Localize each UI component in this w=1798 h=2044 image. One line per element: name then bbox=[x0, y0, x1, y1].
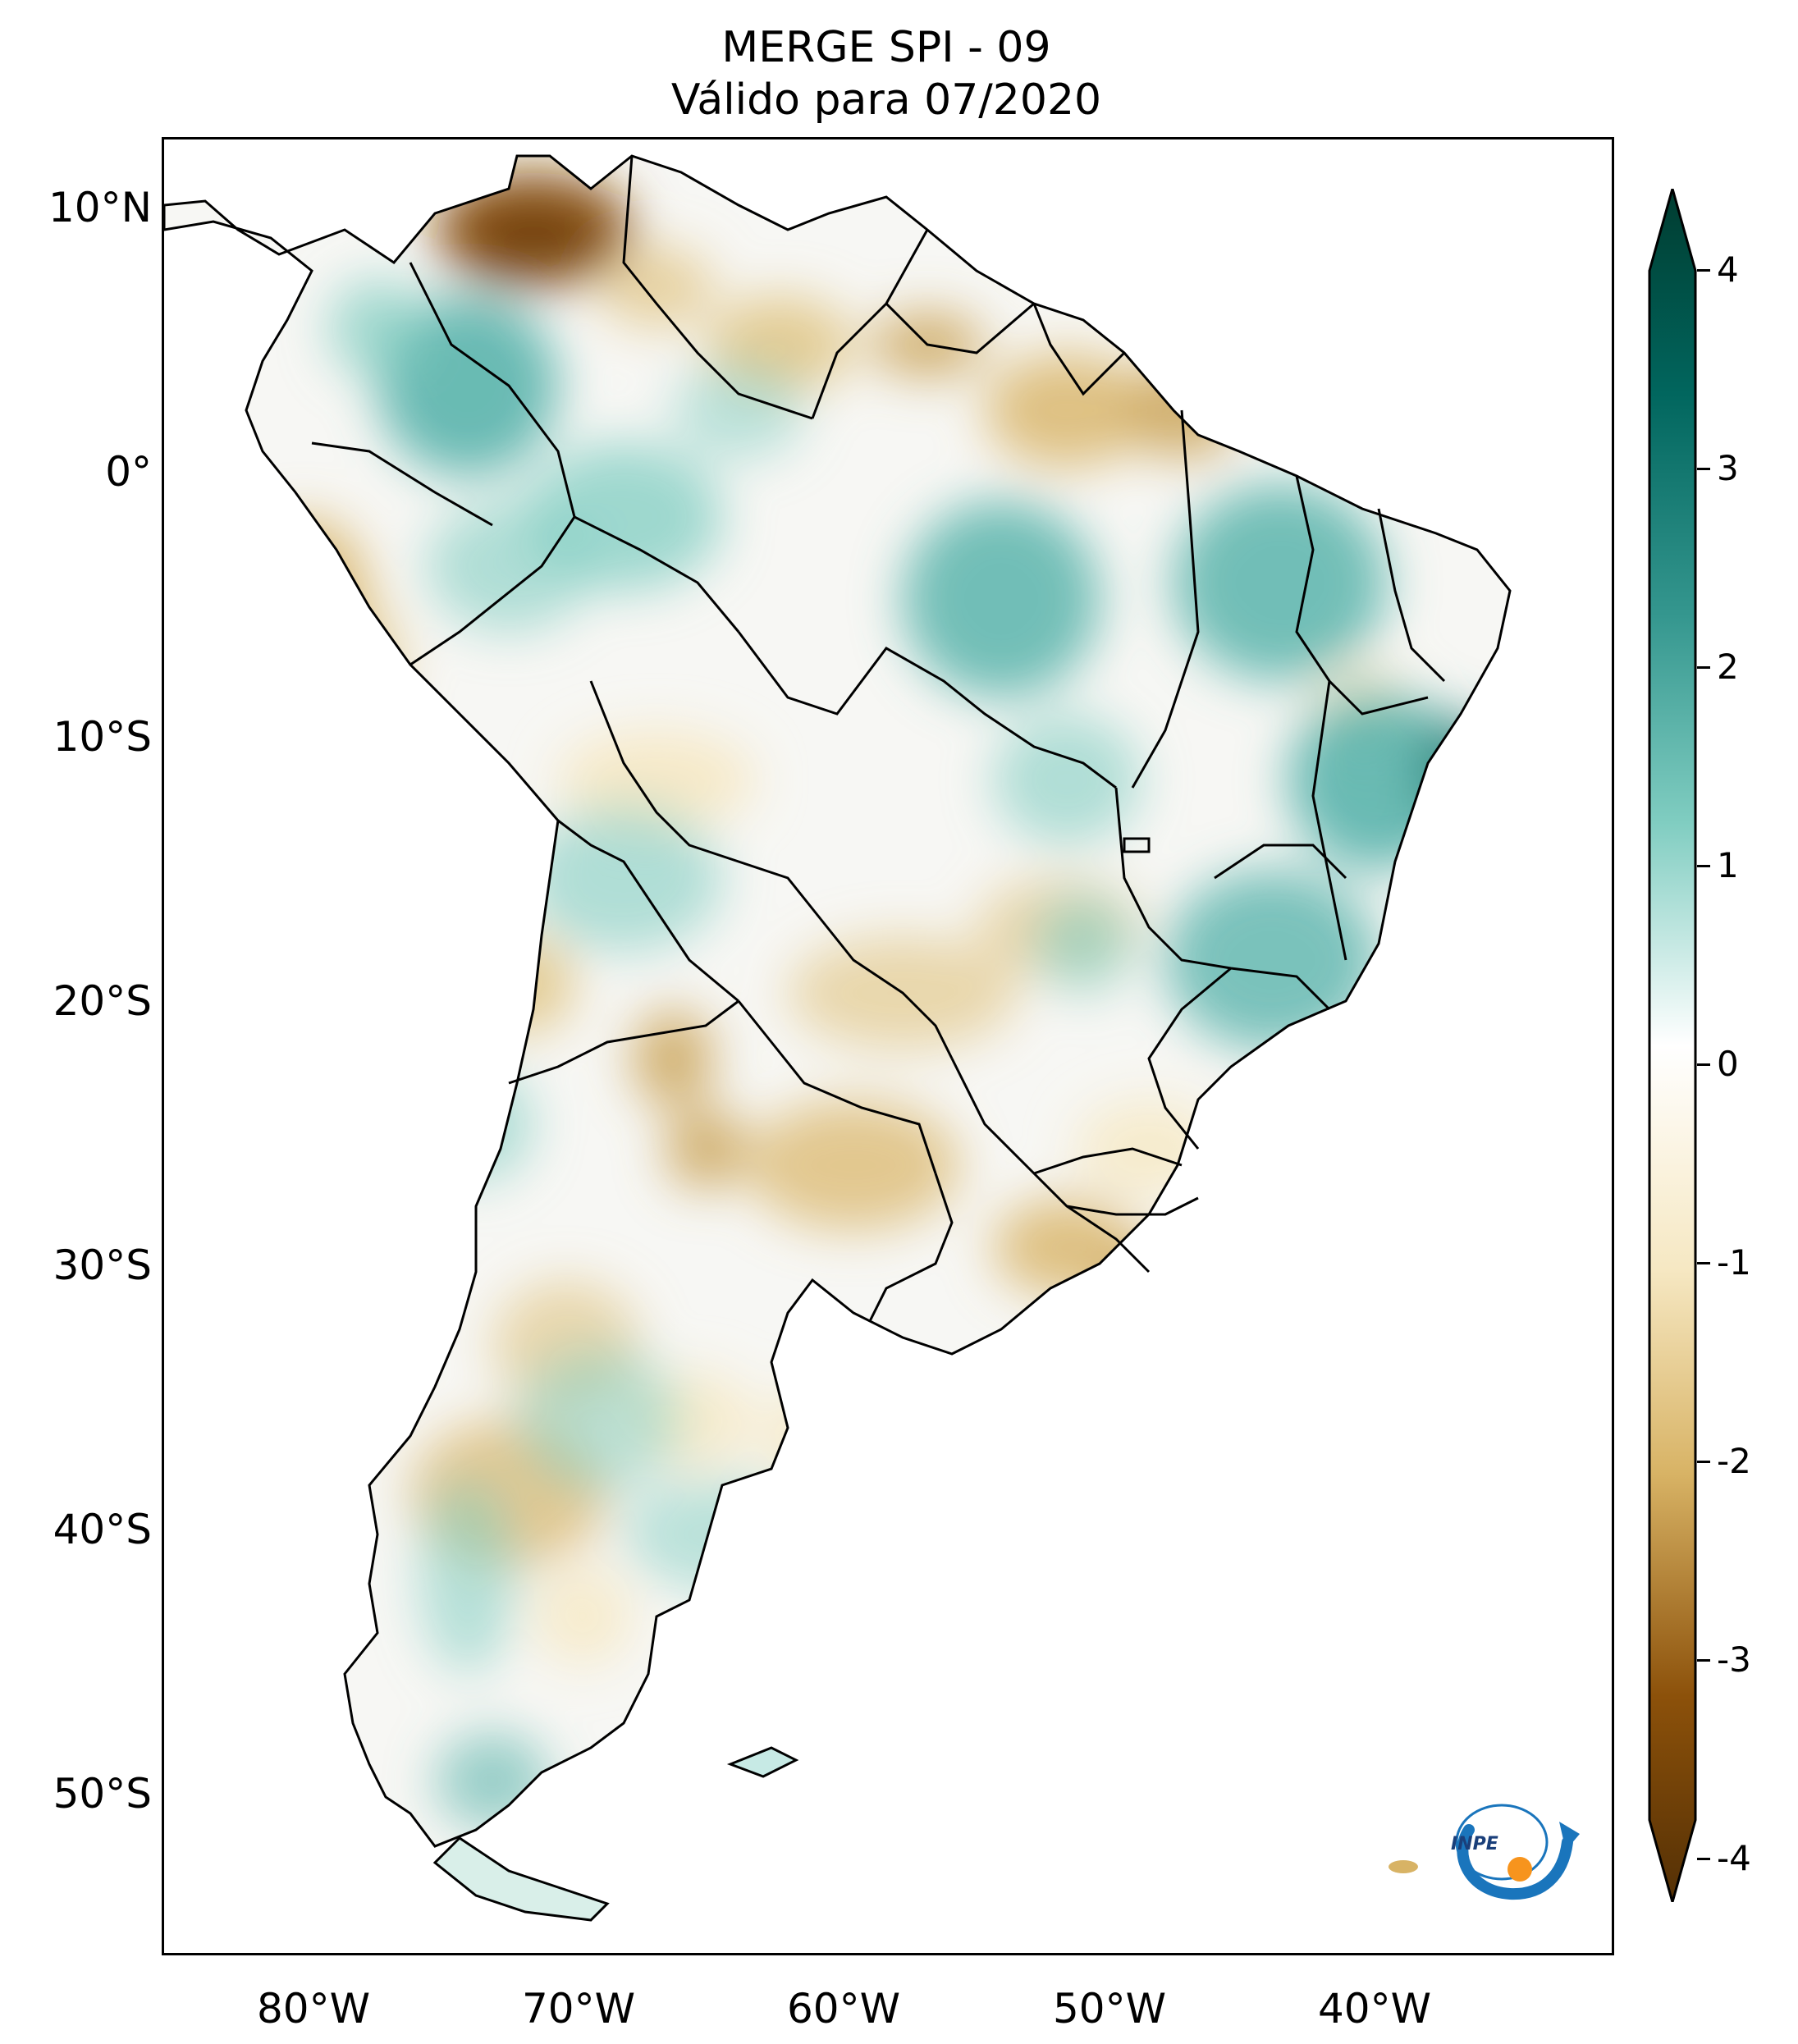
colorbar-tick bbox=[1697, 666, 1710, 669]
lon-label-50w: 50°W bbox=[1052, 1985, 1167, 2033]
colorbar-label-2: 2 bbox=[1717, 647, 1739, 687]
colorbar-tick bbox=[1697, 1659, 1710, 1662]
borders bbox=[164, 154, 1512, 1848]
colorbar-label-3: 3 bbox=[1717, 448, 1739, 488]
map-title: MERGE SPI - 09 bbox=[721, 23, 1051, 72]
lon-label-40w: 40°W bbox=[1317, 1985, 1432, 2033]
colorbar-label-0: 0 bbox=[1717, 1044, 1739, 1084]
inpe-logo-text: INPE bbox=[1451, 1834, 1498, 1854]
colorbar bbox=[1648, 189, 1697, 1902]
lat-label-10n: 10°N bbox=[48, 184, 152, 231]
lat-label-50s: 50°S bbox=[53, 1770, 152, 1818]
colorbar-tick bbox=[1697, 1262, 1710, 1264]
colorbar-label-neg4: -4 bbox=[1717, 1838, 1751, 1878]
map-subtitle: Válido para 07/2020 bbox=[670, 75, 1102, 125]
lat-label-20s: 20°S bbox=[53, 977, 152, 1025]
colorbar-tick bbox=[1697, 1063, 1710, 1066]
colorbar-label-neg3: -3 bbox=[1717, 1639, 1751, 1680]
islands bbox=[432, 1746, 1418, 1922]
colorbar-tick bbox=[1697, 1461, 1710, 1463]
south-america-map bbox=[164, 154, 1512, 1922]
colorbar-label-1: 1 bbox=[1717, 845, 1739, 885]
lon-label-60w: 60°W bbox=[786, 1985, 901, 2033]
colorbar-label-neg1: -1 bbox=[1717, 1242, 1751, 1283]
lat-label-0: 0° bbox=[105, 448, 152, 496]
colorbar-label-4: 4 bbox=[1717, 249, 1739, 290]
lat-label-40s: 40°S bbox=[53, 1506, 152, 1553]
colorbar-label-neg2: -2 bbox=[1717, 1441, 1751, 1481]
colorbar-tick bbox=[1697, 865, 1710, 867]
colorbar-tick bbox=[1697, 468, 1710, 470]
lon-label-70w: 70°W bbox=[521, 1985, 636, 2033]
lat-label-10s: 10°S bbox=[53, 713, 152, 761]
inpe-logo: INPE bbox=[1451, 1804, 1580, 1900]
lat-label-30s: 30°S bbox=[53, 1241, 152, 1289]
colorbar-tick bbox=[1697, 1858, 1710, 1860]
colorbar-tick bbox=[1697, 269, 1710, 272]
lon-label-80w: 80°W bbox=[256, 1985, 371, 2033]
map-panel bbox=[162, 137, 1614, 1955]
